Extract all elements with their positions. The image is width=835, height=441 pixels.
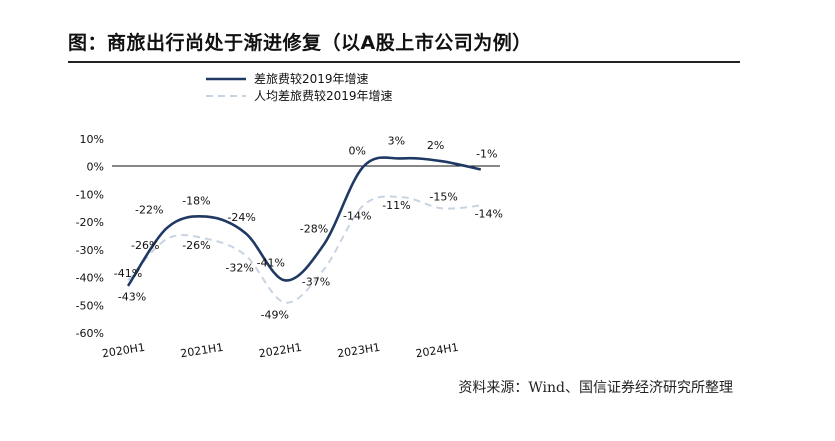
y-tick-label: -20% [76,216,104,229]
legend: 差旅费较2019年增速 人均差旅费较2019年增速 [206,71,393,103]
x-tick-label: 2020H1 [101,341,146,361]
data-label-travel-expense: -28% [300,222,328,235]
data-label-travel-expense: -41% [257,256,285,269]
data-label-per-capita: -15% [429,190,457,203]
data-label-per-capita: -43% [118,290,146,303]
y-tick-label: -50% [76,299,104,312]
data-label-travel-expense: -24% [227,211,255,224]
data-label-travel-expense: 2% [427,139,444,152]
data-label-travel-expense: 3% [388,134,405,147]
data-label-travel-expense: -41% [114,267,142,280]
data-label-per-capita: -14% [475,208,503,221]
y-tick-label: 10% [80,133,104,146]
y-tick-label: -30% [76,244,104,257]
y-tick-label: -10% [76,188,104,201]
data-label-per-capita: -37% [302,275,330,288]
x-tick-label: 2023H1 [336,341,381,361]
data-label-per-capita: -11% [382,199,410,212]
data-label-travel-expense: -22% [135,204,163,217]
chart-title: 图：商旅出行尚处于渐进修复（以A股上市公司为例） [68,28,740,63]
data-label-per-capita: -14% [343,210,371,223]
y-tick-label: -40% [76,272,104,285]
source-note: 资料来源：Wind、国信证券经济研究所整理 [458,380,733,396]
y-tick-label: 0% [87,161,104,174]
legend-label-series-2: 人均差旅费较2019年增速 [254,88,393,103]
x-tick-label: 2024H1 [415,341,460,361]
data-label-per-capita: -26% [131,239,159,252]
x-tick-label: 2022H1 [258,341,303,361]
data-label-travel-expense: -1% [476,147,497,160]
data-label-travel-expense: -18% [182,195,210,208]
legend-label-series-1: 差旅费较2019年增速 [254,71,369,86]
data-label-per-capita: -26% [182,239,210,252]
x-tick-label: 2021H1 [179,341,224,361]
series-line-travel-expense [126,156,482,287]
data-label-per-capita: -49% [261,309,289,322]
data-label-per-capita: -32% [225,261,253,274]
y-tick-label: -60% [76,327,104,340]
data-label-travel-expense: 0% [348,145,365,158]
